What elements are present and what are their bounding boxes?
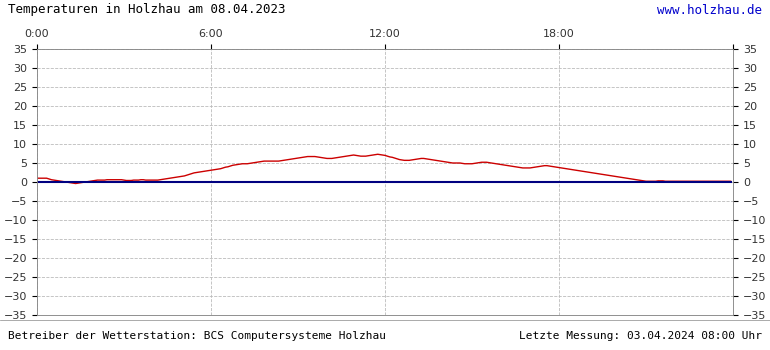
Text: Betreiber der Wetterstation: BCS Computersysteme Holzhau: Betreiber der Wetterstation: BCS Compute… (8, 331, 386, 341)
Text: Letzte Messung: 03.04.2024 08:00 Uhr: Letzte Messung: 03.04.2024 08:00 Uhr (519, 331, 762, 341)
Text: Temperaturen in Holzhau am 08.04.2023: Temperaturen in Holzhau am 08.04.2023 (8, 4, 285, 16)
Text: www.holzhau.de: www.holzhau.de (658, 4, 762, 16)
